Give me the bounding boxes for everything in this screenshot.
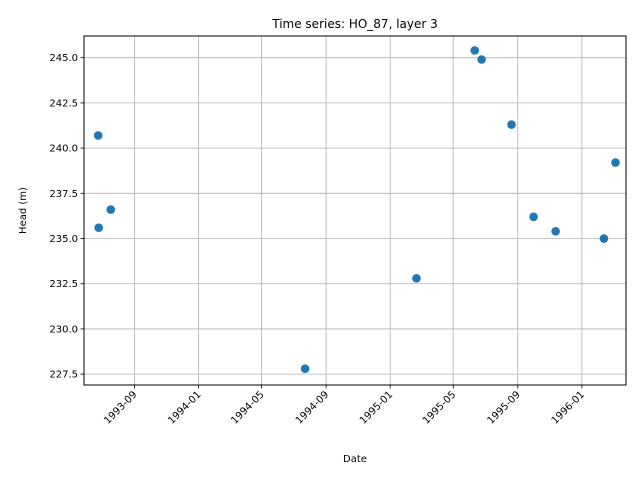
x-tick-label: 1996-01 bbox=[550, 389, 587, 426]
data-points bbox=[93, 46, 620, 374]
x-tick-label: 1995-01 bbox=[358, 389, 395, 426]
data-point bbox=[106, 205, 116, 214]
x-tick-label: 1993-09 bbox=[102, 389, 139, 426]
data-point bbox=[551, 226, 560, 236]
y-tick-label: 245.0 bbox=[49, 53, 78, 64]
y-tick-label: 242.5 bbox=[49, 98, 78, 109]
y-tick-label: 230.0 bbox=[49, 324, 78, 335]
data-point bbox=[611, 158, 620, 167]
x-axis-ticks: 1993-09 1994-01 1994-05 1994-09 1995-01 1995-… bbox=[102, 385, 587, 427]
data-point bbox=[94, 223, 104, 232]
data-point bbox=[300, 364, 310, 374]
x-tick-label: 1994-05 bbox=[229, 389, 266, 426]
x-axis-label: Date bbox=[343, 454, 367, 465]
x-tick-label: 1994-01 bbox=[166, 389, 203, 426]
data-point bbox=[599, 234, 609, 243]
data-point bbox=[412, 274, 421, 283]
chart-title: Time series: HO_87, layer 3 bbox=[271, 17, 438, 31]
data-point bbox=[529, 212, 538, 222]
y-tick-label: 237.5 bbox=[49, 189, 78, 200]
data-point bbox=[477, 55, 486, 64]
data-point bbox=[470, 46, 480, 55]
grid bbox=[84, 36, 626, 385]
y-axis-ticks: 227.5 230.0 232.5 235.0 237.5 240.0 242.5 245.0 bbox=[49, 53, 84, 381]
y-tick-label: 232.5 bbox=[49, 279, 78, 290]
y-tick-label: 240.0 bbox=[49, 144, 78, 155]
plot-frame bbox=[83, 35, 627, 386]
x-tick-label: 1995-05 bbox=[421, 389, 458, 426]
y-tick-label: 235.0 bbox=[49, 234, 78, 245]
data-point bbox=[507, 120, 516, 129]
y-tick-label: 227.5 bbox=[49, 370, 78, 381]
x-tick-label: 1995-09 bbox=[486, 389, 523, 426]
y-axis-label: Head (m) bbox=[18, 187, 29, 234]
data-point bbox=[93, 131, 103, 140]
x-tick-label: 1994-09 bbox=[294, 389, 331, 426]
